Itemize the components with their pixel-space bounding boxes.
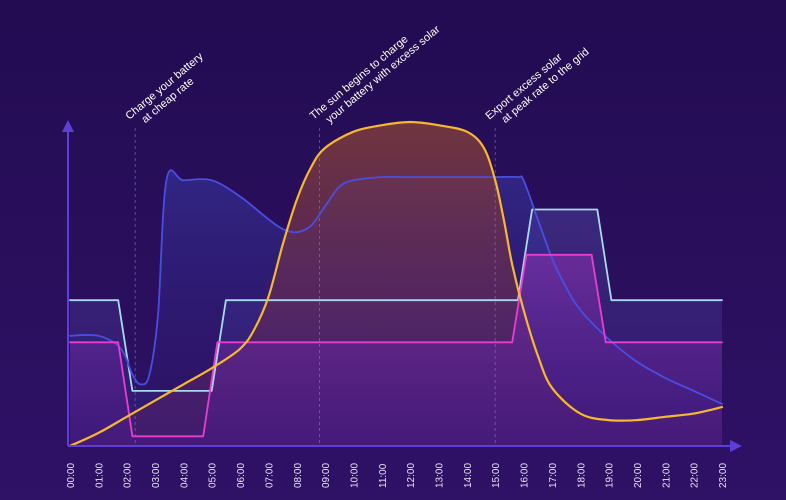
series-areas	[70, 122, 722, 446]
x-tick-label: 08:00	[293, 463, 304, 488]
y-axis-arrow-icon	[62, 120, 74, 132]
x-tick-label: 21:00	[661, 463, 672, 488]
x-tick-label: 12:00	[406, 463, 417, 488]
annotation-guides	[134, 128, 496, 446]
x-tick-label: 01:00	[94, 463, 105, 488]
solar-line	[68, 120, 724, 448]
x-tick-label: 22:00	[690, 463, 701, 488]
x-tick-label: 03:00	[151, 463, 162, 488]
x-tick-label: 18:00	[576, 463, 587, 488]
x-tick-label: 06:00	[236, 463, 247, 488]
x-tick-label: 16:00	[520, 463, 531, 488]
x-tick-label: 09:00	[321, 463, 332, 488]
axes	[62, 120, 742, 452]
x-tick-label: 15:00	[491, 463, 502, 488]
x-tick-label: 05:00	[208, 463, 219, 488]
peak-line	[69, 208, 723, 392]
x-tick-label: 23:00	[718, 463, 729, 488]
x-tick-label: 11:00	[378, 463, 389, 488]
battery-line	[69, 169, 723, 405]
rate-line	[69, 253, 723, 438]
x-tick-label: 02:00	[123, 463, 134, 488]
x-tick-label: 19:00	[605, 463, 616, 488]
x-tick-label: 07:00	[264, 463, 275, 488]
x-axis-arrow-icon	[730, 440, 742, 452]
x-tick-label: 04:00	[179, 463, 190, 488]
series-lines	[68, 120, 724, 448]
x-tick-label: 10:00	[350, 463, 361, 488]
x-tick-label: 00:00	[66, 463, 77, 488]
x-tick-label: 14:00	[463, 463, 474, 488]
x-tick-label: 13:00	[435, 463, 446, 488]
x-tick-label: 17:00	[548, 463, 559, 488]
x-tick-labels: 00:00 01:00 02:00 03:00 04:00 05:00 06:00 07:00…	[66, 463, 729, 488]
rate-area	[70, 254, 722, 446]
x-tick-label: 20:00	[633, 463, 644, 488]
